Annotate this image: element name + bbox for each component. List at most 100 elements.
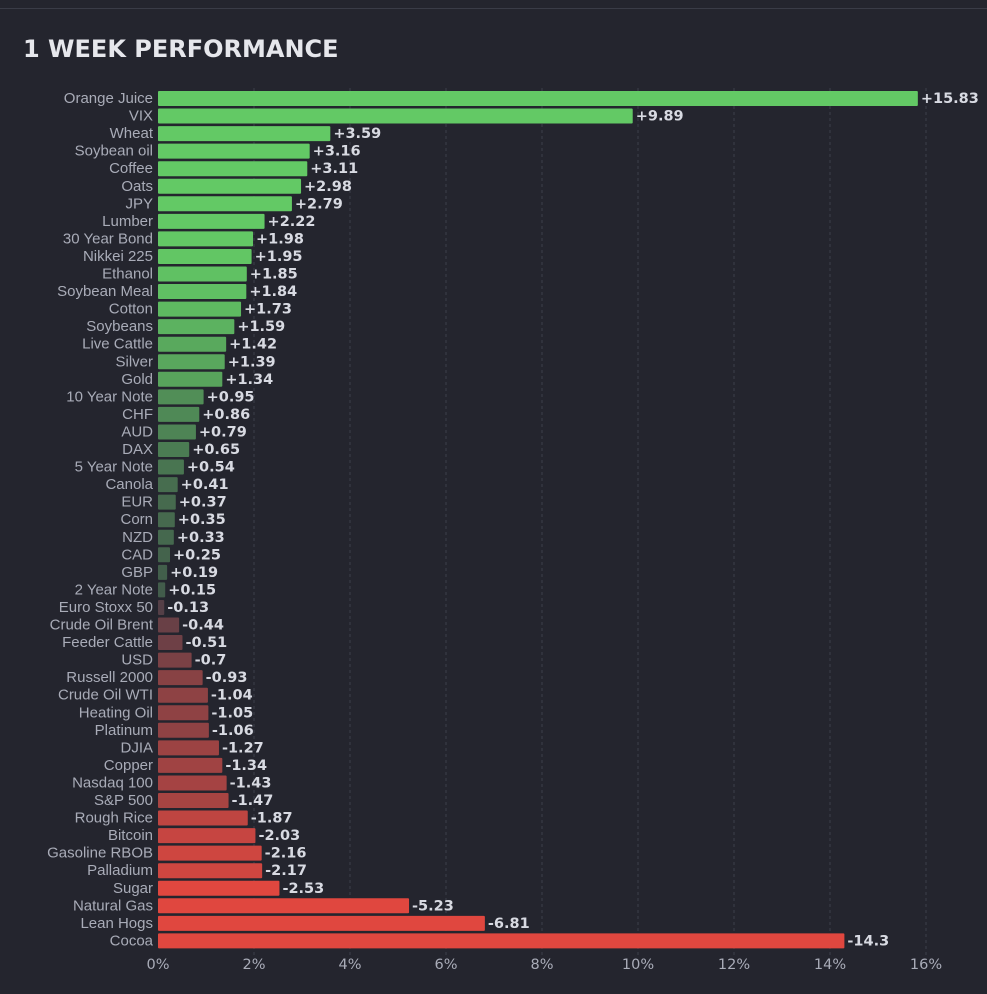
data-label: -14.3 (847, 933, 889, 949)
bar (158, 564, 168, 580)
data-label: +1.98 (256, 231, 304, 247)
category-label: Feeder Cattle (62, 634, 153, 651)
category-label: Live Cattle (82, 336, 153, 353)
category-label: Lean Hogs (80, 915, 153, 932)
data-label: -1.04 (211, 688, 253, 704)
data-label: -1.05 (211, 705, 253, 721)
category-label: DAX (122, 441, 153, 458)
category-label: Coffee (109, 160, 153, 177)
category-label: Soybeans (86, 318, 153, 335)
category-label: Gasoline RBOB (47, 845, 153, 862)
bar (158, 213, 265, 229)
data-label: -0.93 (206, 670, 248, 686)
data-label: +0.19 (170, 565, 218, 581)
bar (158, 547, 170, 563)
category-label: Silver (115, 353, 153, 370)
data-label: -1.06 (212, 723, 254, 739)
bar (158, 231, 254, 247)
data-label: +0.86 (202, 407, 250, 423)
bar (158, 722, 209, 738)
bar (158, 652, 192, 668)
bar (158, 635, 183, 651)
data-label: +3.16 (313, 144, 361, 160)
data-label: +0.65 (192, 442, 240, 458)
x-tick-label: 12% (718, 957, 750, 973)
category-label: Soybean oil (75, 143, 153, 160)
category-label: Platinum (95, 722, 153, 739)
data-label: -5.23 (412, 898, 454, 914)
x-tick-label: 2% (242, 957, 265, 973)
bar (158, 319, 235, 335)
data-label: +3.59 (333, 126, 381, 142)
data-label: +0.79 (199, 424, 247, 440)
bar (158, 442, 190, 457)
bar (158, 793, 229, 808)
bar (158, 336, 227, 352)
category-label: VIX (129, 108, 153, 125)
category-label: Nasdaq 100 (72, 774, 153, 791)
bars (158, 91, 918, 949)
bar (158, 757, 223, 773)
category-label: Sugar (113, 880, 153, 897)
category-label: Oats (121, 178, 153, 195)
bar (158, 178, 302, 194)
data-label: -0.44 (182, 618, 224, 634)
data-label: +2.98 (304, 179, 352, 195)
data-label: -1.27 (222, 740, 264, 756)
category-label: Palladium (87, 862, 153, 879)
bar (158, 810, 248, 826)
bar (158, 354, 225, 370)
bar (158, 108, 633, 124)
x-tick-label: 4% (338, 957, 361, 973)
data-label: +3.11 (310, 161, 358, 177)
category-label: Nikkei 225 (83, 248, 153, 265)
bar (158, 266, 247, 282)
category-label: CHF (122, 406, 153, 423)
bar (158, 670, 203, 686)
data-label: -6.81 (488, 916, 530, 932)
data-label: +1.39 (228, 354, 276, 370)
bar (158, 248, 252, 264)
x-tick-label: 14% (814, 957, 846, 973)
data-label: +0.37 (179, 495, 227, 511)
data-label: +1.95 (255, 249, 303, 265)
bar (158, 915, 485, 931)
data-label: -1.43 (230, 775, 272, 791)
bar (158, 91, 918, 106)
bar (158, 512, 175, 528)
data-label: +0.95 (207, 389, 255, 405)
category-label: CAD (121, 546, 153, 563)
bar (158, 933, 845, 949)
category-label: Euro Stoxx 50 (59, 599, 153, 616)
category-label: Rough Rice (75, 810, 153, 827)
category-label: Heating Oil (79, 704, 153, 721)
category-label: S&P 500 (94, 792, 153, 809)
category-label: Canola (105, 476, 153, 493)
bar (158, 687, 208, 703)
category-label: Orange Juice (64, 90, 153, 107)
chart-title: 1 WEEK PERFORMANCE (23, 35, 339, 63)
bar (158, 143, 310, 159)
data-label: +2.79 (295, 196, 343, 212)
category-label: Corn (120, 511, 153, 528)
data-label: -1.47 (232, 793, 274, 809)
category-label: Copper (104, 757, 153, 774)
data-label: +1.34 (225, 372, 273, 388)
data-label: -0.13 (167, 600, 209, 616)
data-label: -2.17 (265, 863, 307, 879)
bar (158, 284, 247, 300)
data-label: +15.83 (921, 91, 979, 107)
data-label: +0.25 (173, 547, 221, 563)
data-label: -2.03 (258, 828, 300, 844)
bar (158, 459, 184, 475)
value-labels: +15.83 +9.89 +3.59 +3.16+3.11 +2.98+2.79 +2.2… (167, 91, 979, 949)
x-tick-label: 0% (146, 957, 169, 973)
category-label: NZD (122, 529, 153, 546)
bar (158, 196, 292, 212)
category-label: EUR (121, 494, 153, 511)
category-label: Ethanol (102, 266, 153, 283)
bar (158, 617, 180, 633)
bar (158, 845, 262, 861)
